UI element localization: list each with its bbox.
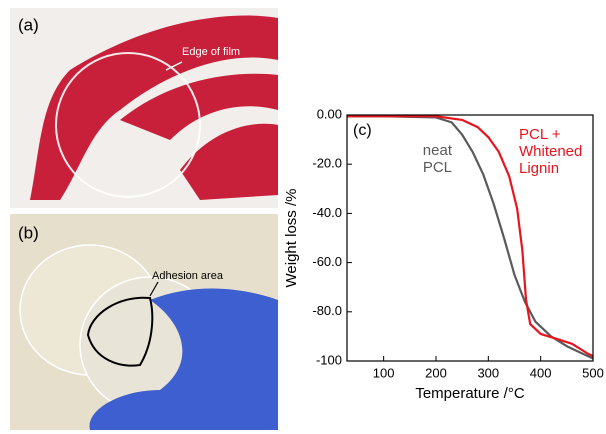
page: (a) Edge of film (b) Adhesion area 100 20… — [0, 0, 606, 434]
photo-b: (b) Adhesion area — [10, 214, 278, 430]
panel-label: (b) — [18, 223, 39, 242]
x-tick-label: 200 — [425, 365, 447, 380]
y-tick-label: -80.0 — [312, 303, 342, 318]
y-tick-label: -40.0 — [312, 205, 342, 220]
y-tick-label: -100 — [316, 352, 342, 367]
x-tick-label: 500 — [582, 365, 604, 380]
y-axis-title: Weight loss /% — [283, 189, 300, 288]
x-axis-title: Temperature /°C — [415, 385, 525, 402]
annotation: Adhesion area — [152, 270, 224, 282]
figure: (a) Edge of film (b) Adhesion area 100 20… — [0, 0, 606, 434]
y-tick-label: 0.00 — [317, 106, 342, 121]
annotation: Edge of film — [182, 46, 240, 58]
photo-a: (a) Edge of film — [10, 8, 278, 208]
series-label: neat PCL — [412, 142, 452, 176]
panel-label: (a) — [18, 15, 39, 34]
series-label: PCL + Whitened Lignin — [519, 126, 594, 177]
x-tick-label: 400 — [530, 365, 552, 380]
y-tick-label: -20.0 — [312, 156, 342, 171]
panel-label: (c) — [353, 122, 372, 139]
x-tick-label: 100 — [373, 365, 395, 380]
x-tick-label: 300 — [477, 365, 499, 380]
y-tick-label: -60.0 — [312, 254, 342, 269]
